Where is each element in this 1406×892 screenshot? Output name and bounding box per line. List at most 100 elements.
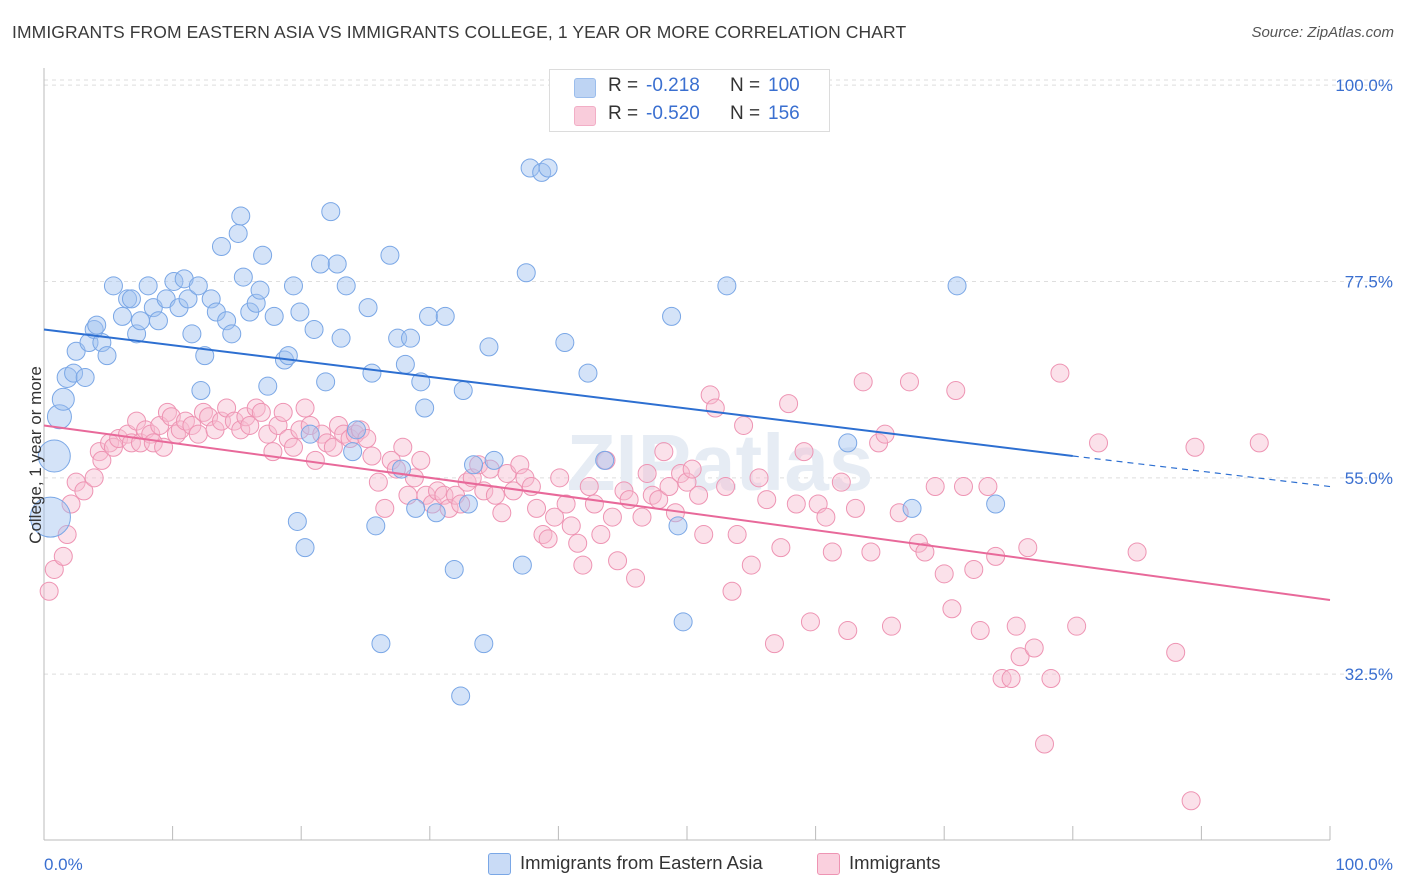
point-immigrants — [1185, 437, 1205, 457]
point-immigrants — [305, 450, 325, 470]
point-immigrants — [328, 415, 348, 435]
point-eastern-asia — [346, 420, 366, 440]
point-immigrants — [694, 525, 714, 545]
point-eastern-asia — [316, 372, 336, 392]
point-immigrants — [722, 581, 742, 601]
source-label: Source: ZipAtlas.com — [1251, 24, 1394, 41]
point-immigrants — [312, 424, 332, 444]
point-eastern-asia — [97, 346, 117, 366]
tick-labels: 32.5% 55.0% 77.5% 100.0% 0.0% 100.0% — [44, 76, 1393, 874]
point-eastern-asia — [250, 280, 270, 300]
r-value: -0.520 — [646, 103, 700, 124]
point-eastern-asia — [380, 245, 400, 265]
point-eastern-asia — [195, 346, 215, 366]
point-immigrants — [240, 415, 260, 435]
point-immigrants — [659, 477, 679, 497]
point-eastern-asia — [986, 494, 1006, 514]
point-eastern-asia — [295, 538, 315, 558]
point-immigrants — [375, 498, 395, 518]
point-immigrants — [794, 442, 814, 462]
point-eastern-asia — [444, 559, 464, 579]
point-immigrants — [978, 477, 998, 497]
point-eastern-asia — [371, 634, 391, 654]
n-label: N = — [730, 103, 761, 124]
point-eastern-asia — [148, 311, 168, 331]
point-eastern-asia — [516, 263, 536, 283]
chart-title: IMMIGRANTS FROM EASTERN ASIA VS IMMIGRAN… — [12, 22, 907, 42]
x-tick-label: 0.0% — [44, 855, 83, 874]
legend-swatch-blue — [488, 853, 511, 875]
point-immigrants — [953, 477, 973, 497]
point-eastern-asia — [290, 302, 310, 322]
point-immigrants — [689, 485, 709, 505]
point-eastern-asia — [435, 306, 455, 326]
point-immigrants — [273, 402, 293, 422]
point-immigrants — [861, 542, 881, 562]
point-immigrants — [915, 542, 935, 562]
point-eastern-asia — [211, 237, 231, 257]
n-label: N = — [730, 75, 761, 96]
point-immigrants — [654, 442, 674, 462]
point-eastern-asia — [46, 404, 72, 430]
point-immigrants — [393, 437, 413, 457]
point-eastern-asia — [75, 367, 95, 387]
point-eastern-asia — [253, 245, 273, 265]
point-immigrants — [741, 555, 761, 575]
point-immigrants — [1024, 638, 1044, 658]
point-eastern-asia — [87, 315, 107, 335]
point-eastern-asia — [555, 333, 575, 353]
point-immigrants — [800, 612, 820, 632]
point-eastern-asia — [474, 634, 494, 654]
point-immigrants — [734, 415, 754, 435]
y-tick-label: 55.0% — [1345, 469, 1393, 488]
point-immigrants — [964, 559, 984, 579]
point-eastern-asia — [64, 363, 84, 383]
point-eastern-asia — [343, 442, 363, 462]
point-eastern-asia — [464, 455, 484, 475]
point-eastern-asia — [673, 612, 693, 632]
point-immigrants — [757, 490, 777, 510]
point-eastern-asia — [512, 555, 532, 575]
watermark: ZIPatlas — [567, 418, 874, 507]
y-axis-label: College, 1 year or more — [26, 366, 45, 544]
point-immigrants — [1035, 734, 1055, 754]
point-eastern-asia — [426, 503, 446, 523]
point-eastern-asia — [668, 516, 688, 536]
point-eastern-asia — [300, 424, 320, 444]
point-immigrants — [1166, 642, 1186, 662]
n-value: 100 — [768, 75, 800, 96]
point-immigrants — [1249, 433, 1269, 453]
point-eastern-asia — [484, 450, 504, 470]
point-eastern-asia — [112, 306, 132, 326]
point-immigrants — [614, 481, 634, 501]
point-immigrants — [771, 538, 791, 558]
point-eastern-asia — [458, 494, 478, 514]
grid — [44, 79, 1394, 675]
point-immigrants — [822, 542, 842, 562]
point-eastern-asia — [401, 328, 421, 348]
point-eastern-asia — [479, 337, 499, 357]
point-eastern-asia — [278, 346, 298, 366]
point-immigrants — [637, 463, 657, 483]
point-immigrants — [632, 507, 652, 527]
point-immigrants — [61, 494, 81, 514]
point-immigrants — [831, 472, 851, 492]
point-immigrants — [469, 455, 489, 475]
point-immigrants — [451, 494, 471, 514]
point-eastern-asia — [662, 306, 682, 326]
point-eastern-asia — [264, 306, 284, 326]
axes — [43, 68, 1331, 841]
point-immigrants — [845, 498, 865, 518]
point-immigrants — [764, 634, 784, 654]
point-eastern-asia — [121, 289, 141, 309]
point-eastern-asia — [103, 276, 123, 296]
point-eastern-asia — [838, 433, 858, 453]
point-immigrants — [92, 450, 112, 470]
point-immigrants — [53, 546, 73, 566]
stats-swatch — [574, 78, 596, 98]
legend-label: Immigrants — [849, 852, 941, 873]
point-eastern-asia — [538, 158, 558, 178]
point-immigrants — [538, 529, 558, 549]
point-eastern-asia — [310, 254, 330, 274]
y-tick-label: 32.5% — [1345, 665, 1393, 684]
